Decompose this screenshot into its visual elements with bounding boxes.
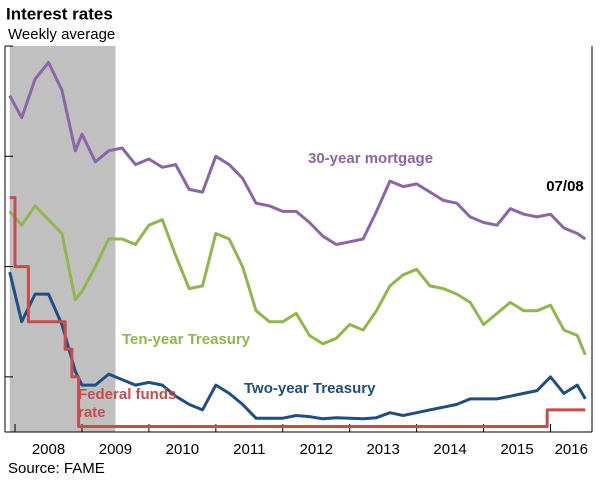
series-label: Two-year Treasury <box>244 380 376 397</box>
series-line <box>8 204 587 356</box>
series-label: Ten-year Treasury <box>122 331 251 348</box>
series-label: Federal funds rate <box>78 386 177 421</box>
series-line <box>8 271 587 421</box>
source: Source: FAME <box>8 460 105 477</box>
x-tick-label: 2011 <box>233 441 265 458</box>
annotation: 07/08 <box>546 178 584 195</box>
x-tick-label: 2016 <box>555 441 588 458</box>
x-tick-label: 2014 <box>433 441 466 458</box>
chart-title: Interest rates <box>6 4 113 23</box>
chart-subtitle: Weekly average <box>8 26 115 43</box>
x-tick-label: 2009 <box>99 441 132 458</box>
series-line <box>9 196 586 428</box>
series-label: 30-year mortgage <box>308 150 434 167</box>
x-tick-label: 2015 <box>500 441 533 458</box>
x-tick-label: 2008 <box>32 441 65 458</box>
series-line <box>8 61 587 246</box>
x-tick-label: 2010 <box>166 441 199 458</box>
x-tick-label: 2012 <box>300 441 333 458</box>
x-tick-label: 2013 <box>366 441 399 458</box>
